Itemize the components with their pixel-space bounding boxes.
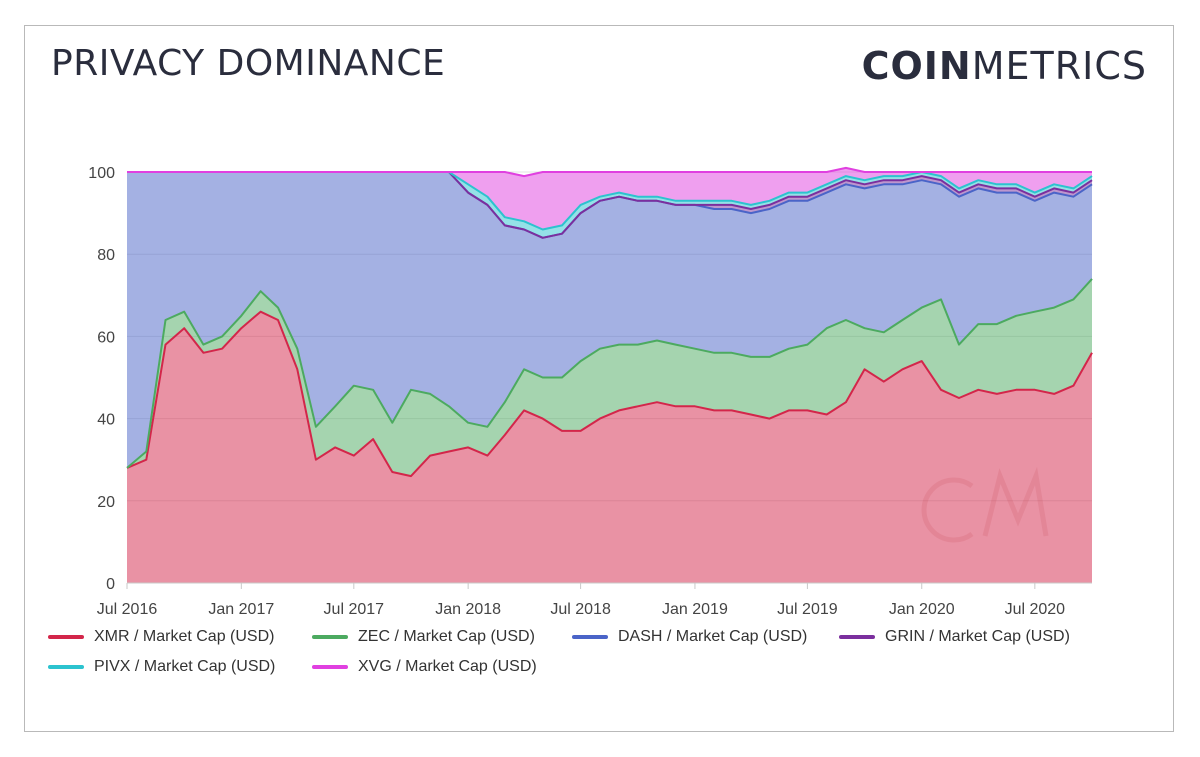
series-area-xvg bbox=[127, 167, 1092, 230]
chart-title: PRIVACY DOMINANCE bbox=[51, 43, 446, 84]
legend-label: PIVX / Market Cap (USD) bbox=[94, 658, 276, 675]
x-tick-label: Jul 2017 bbox=[324, 601, 385, 618]
legend-label: XMR / Market Cap (USD) bbox=[94, 628, 275, 645]
x-tick-label: Jan 2017 bbox=[208, 601, 274, 618]
series-areas bbox=[127, 167, 1092, 583]
x-tick-label: Jan 2018 bbox=[435, 601, 501, 618]
y-tick-label: 80 bbox=[97, 247, 115, 264]
brand-logo: COINMETRICS bbox=[862, 44, 1147, 88]
x-tick-label: Jul 2018 bbox=[550, 601, 611, 618]
legend-swatch bbox=[839, 635, 875, 639]
legend-item-xmr[interactable]: XMR / Market Cap (USD) bbox=[48, 628, 274, 646]
series-lines bbox=[126, 166, 1093, 478]
legend-item-grin[interactable]: GRIN / Market Cap (USD) bbox=[839, 628, 1070, 646]
legend-item-zec[interactable]: ZEC / Market Cap (USD) bbox=[312, 628, 535, 646]
series-area-xmr bbox=[127, 311, 1092, 583]
series-area-dash bbox=[127, 172, 1092, 468]
legend-label: DASH / Market Cap (USD) bbox=[618, 628, 808, 645]
series-line-xvg bbox=[127, 166, 1092, 178]
legend-item-pivx[interactable]: PIVX / Market Cap (USD) bbox=[48, 658, 275, 676]
x-tick-label: Jan 2019 bbox=[662, 601, 728, 618]
legend-item-dash[interactable]: DASH / Market Cap (USD) bbox=[572, 628, 807, 646]
y-tick-label: 20 bbox=[97, 494, 115, 511]
x-tick-label: Jul 2016 bbox=[97, 601, 158, 618]
y-tick-label: 60 bbox=[97, 329, 115, 346]
watermark-logo bbox=[921, 466, 1049, 543]
legend-swatch bbox=[312, 665, 348, 669]
legend-item-xvg[interactable]: XVG / Market Cap (USD) bbox=[312, 658, 537, 676]
x-tick-label: Jul 2020 bbox=[1005, 601, 1066, 618]
x-tick-label: Jul 2019 bbox=[777, 601, 838, 618]
y-tick-label: 0 bbox=[106, 576, 115, 593]
brand-logo-bold: COIN bbox=[861, 44, 972, 88]
y-tick-label: 40 bbox=[97, 412, 115, 429]
legend-label: XVG / Market Cap (USD) bbox=[358, 658, 537, 675]
y-tick-label: 100 bbox=[88, 165, 115, 182]
series-line-zec bbox=[126, 278, 1093, 469]
legend-label: GRIN / Market Cap (USD) bbox=[885, 628, 1070, 645]
legend-swatch bbox=[48, 635, 84, 639]
y-axis: 0 20 40 60 80 100 bbox=[88, 165, 115, 593]
legend-label: ZEC / Market Cap (USD) bbox=[358, 628, 535, 645]
series-area-zec bbox=[127, 278, 1092, 477]
brand-logo-light: METRICS bbox=[971, 44, 1147, 88]
x-tick-label: Jan 2020 bbox=[889, 601, 955, 618]
legend-swatch bbox=[572, 635, 608, 639]
legend-swatch bbox=[312, 635, 348, 639]
legend-swatch bbox=[48, 665, 84, 669]
x-axis: Jul 2016 Jan 2017 Jul 2017 Jan 2018 Jul 2018… bbox=[97, 582, 1092, 618]
series-line-xmr bbox=[126, 310, 1093, 478]
